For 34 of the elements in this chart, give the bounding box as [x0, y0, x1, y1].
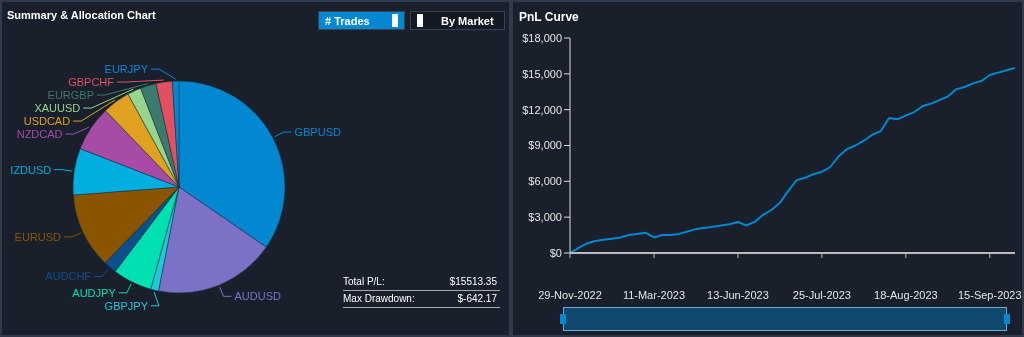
text: $-642.17 — [457, 293, 498, 304]
x-tick-label: 25-Jul-2023 — [792, 289, 851, 301]
text: Total P/L: — [343, 276, 385, 287]
x-tick-label: 13-Jun-2023 — [707, 289, 769, 301]
slice-label: GBPJPY — [104, 299, 149, 312]
slice-label: EURUSD — [14, 230, 62, 243]
text: # Trades — [325, 14, 371, 27]
y-tick-label: $15,000 — [522, 67, 562, 80]
y-tick-label: $0 — [549, 246, 562, 259]
slice-label: AUDJPY — [72, 286, 117, 299]
y-tick-label: $9,000 — [528, 139, 562, 152]
slice-label: XAUUSD — [34, 102, 81, 115]
text: $15513.35 — [449, 276, 498, 287]
y-tick-label: $6,000 — [528, 175, 562, 188]
slice-label: AUDUSD — [234, 290, 281, 303]
slice-label: AUDCHF — [45, 270, 92, 283]
x-tick-label: 18-Aug-2023 — [874, 289, 938, 301]
slice-label: NZDCAD — [16, 128, 63, 141]
slice-label: IZDUSD — [10, 163, 52, 176]
text: By Market — [441, 14, 495, 27]
x-tick-label: 11-Mar-2023 — [622, 289, 686, 301]
y-tick-label: $3,000 — [528, 211, 562, 224]
slice-label: EURGBP — [47, 89, 95, 102]
slice-label: USDCAD — [23, 115, 71, 128]
slice-label: GBPCHF — [68, 76, 115, 89]
x-tick-label: 15-Sep-2023 — [958, 289, 1022, 301]
slice-label: GBPUSD — [294, 126, 341, 139]
text: Max Drawdown: — [343, 293, 415, 304]
y-tick-label: $18,000 — [522, 31, 562, 44]
chart-title: PnL Curve — [519, 10, 579, 24]
chart-title: Summary & Allocation Chart — [7, 9, 156, 21]
x-tick-label: 29-Nov-2022 — [538, 289, 602, 301]
slice-label: EURJPY — [104, 63, 149, 76]
y-tick-label: $12,000 — [522, 103, 562, 116]
